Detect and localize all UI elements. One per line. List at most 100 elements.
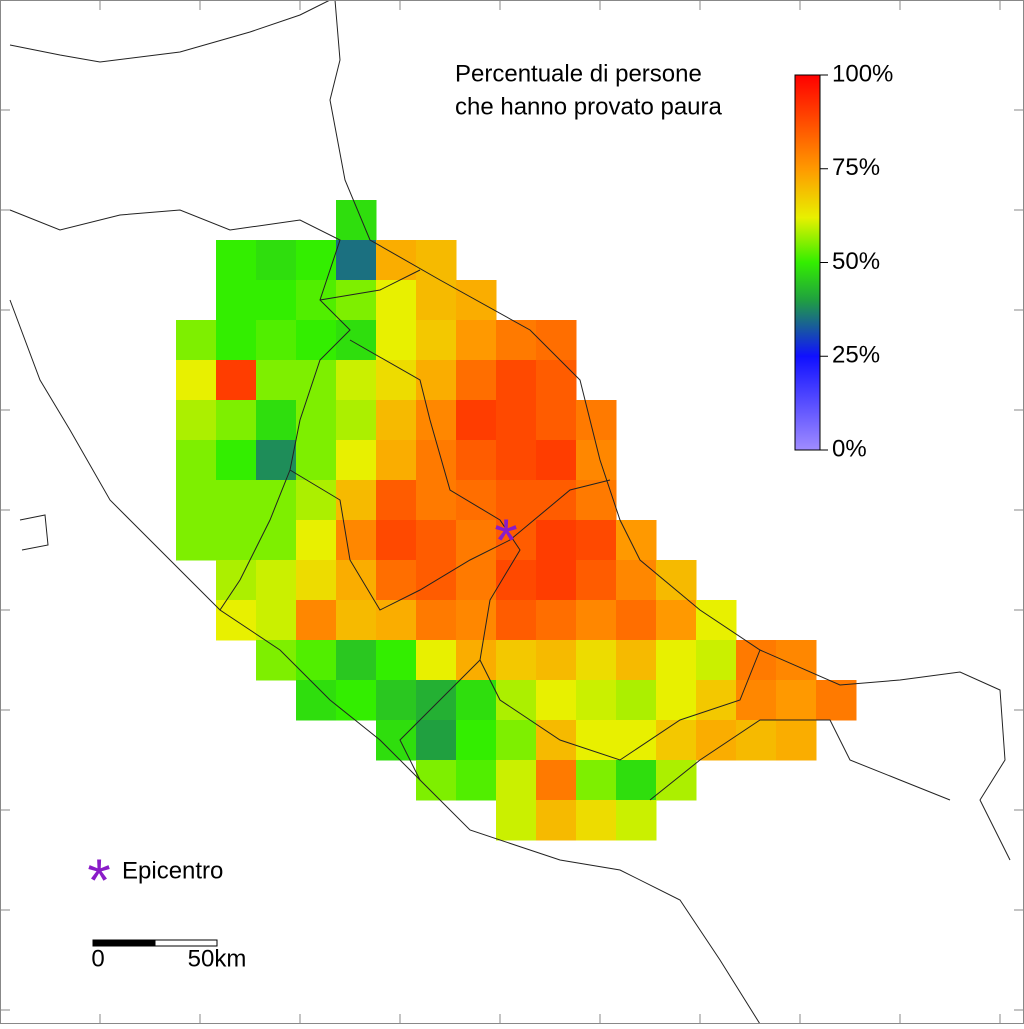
heatmap-cell	[616, 680, 657, 721]
heatmap-cell	[576, 800, 617, 841]
heatmap-cell	[376, 600, 417, 641]
heatmap-cell	[456, 640, 497, 681]
heatmap-cell	[776, 720, 817, 761]
heatmap-cell	[176, 360, 217, 401]
heatmap-cell	[376, 480, 417, 521]
heatmap-cell	[576, 680, 617, 721]
heatmap-cell	[256, 560, 297, 601]
heatmap-cell	[536, 680, 577, 721]
scale-bar	[154, 939, 218, 947]
heatmap-cell	[416, 760, 457, 801]
heatmap-cell	[416, 680, 457, 721]
heatmap-cell	[336, 600, 377, 641]
heatmap-cell	[296, 240, 337, 281]
heatmap-cell	[256, 600, 297, 641]
heatmap-cell	[216, 520, 257, 561]
heatmap-cell	[336, 320, 377, 361]
heatmap-cell	[376, 680, 417, 721]
heatmap-cell	[296, 320, 337, 361]
heatmap-cell	[416, 240, 457, 281]
heatmap-cell	[296, 520, 337, 561]
heatmap-cell	[336, 680, 377, 721]
heatmap-cell	[576, 720, 617, 761]
heatmap-cell	[576, 600, 617, 641]
heatmap-cell	[696, 640, 737, 681]
heatmap-cell	[376, 320, 417, 361]
heatmap-cell	[176, 320, 217, 361]
heatmap-cell	[816, 680, 857, 721]
heatmap-cell	[256, 320, 297, 361]
heatmap-cell	[256, 520, 297, 561]
heatmap-cell	[616, 520, 657, 561]
heatmap-cell	[616, 600, 657, 641]
heatmap-cell	[336, 280, 377, 321]
heatmap-cell	[256, 360, 297, 401]
heatmap-cell	[776, 640, 817, 681]
heatmap-cell	[536, 520, 577, 561]
heatmap-cell	[416, 640, 457, 681]
heatmap-cell	[336, 520, 377, 561]
heatmap-cell	[576, 520, 617, 561]
heatmap-cell	[536, 640, 577, 681]
colorbar-tick-label: 50%	[832, 248, 880, 275]
heatmap-cell	[536, 800, 577, 841]
heatmap-cell	[776, 680, 817, 721]
colorbar-tick-label: 25%	[832, 342, 880, 369]
heatmap-cell	[216, 360, 257, 401]
heatmap-cell	[296, 280, 337, 321]
heatmap-cell	[456, 760, 497, 801]
heatmap-cell	[576, 400, 617, 441]
heatmap-cell	[376, 440, 417, 481]
scale-label: 50km	[188, 945, 247, 972]
heatmap-cell	[216, 440, 257, 481]
heatmap-cell	[536, 480, 577, 521]
heatmap-cell	[496, 600, 537, 641]
heatmap-cell	[256, 480, 297, 521]
heatmap-cell	[416, 360, 457, 401]
legend-marker: *	[87, 847, 110, 914]
heatmap-cell	[536, 600, 577, 641]
heatmap-cell	[496, 400, 537, 441]
heatmap-cell	[416, 720, 457, 761]
colorbar-ticks: 0% 25% 50% 75% 100%	[820, 60, 893, 462]
heatmap-cell	[216, 400, 257, 441]
heatmap-cell	[736, 680, 777, 721]
heatmap-cell	[656, 760, 697, 801]
heatmap-cell	[536, 440, 577, 481]
heatmap-cell	[536, 760, 577, 801]
heatmap-cell	[416, 280, 457, 321]
heatmap-cell	[296, 640, 337, 681]
heatmap-cell	[216, 320, 257, 361]
heatmap-cell	[496, 640, 537, 681]
heatmap-cell	[176, 440, 217, 481]
heatmap-cell	[496, 320, 537, 361]
heatmap-cell	[176, 400, 217, 441]
heatmap-cell	[496, 480, 537, 521]
heatmap-cell	[496, 800, 537, 841]
heatmap-cell	[376, 400, 417, 441]
heatmap-cell	[456, 320, 497, 361]
heatmap-cell	[536, 320, 577, 361]
heatmap	[176, 200, 857, 841]
heatmap-cell	[216, 560, 257, 601]
heatmap-cell	[256, 280, 297, 321]
heatmap-cell	[336, 240, 377, 281]
scale-label: 0	[91, 945, 104, 972]
heatmap-cell	[536, 560, 577, 601]
colorbar-tick-label: 100%	[832, 60, 893, 87]
epicenter-marker: *	[494, 507, 517, 574]
heatmap-cell	[456, 360, 497, 401]
heatmap-cell	[256, 440, 297, 481]
heatmap-cell	[456, 600, 497, 641]
heatmap-cell	[256, 400, 297, 441]
heatmap-cell	[736, 720, 777, 761]
heatmap-cell	[176, 480, 217, 521]
heatmap-cell	[216, 480, 257, 521]
heatmap-cell	[456, 720, 497, 761]
heatmap-cell	[576, 560, 617, 601]
heatmap-cell	[656, 680, 697, 721]
heatmap-cell	[456, 680, 497, 721]
boundaries	[9, 0, 1011, 1025]
heatmap-cell	[696, 680, 737, 721]
